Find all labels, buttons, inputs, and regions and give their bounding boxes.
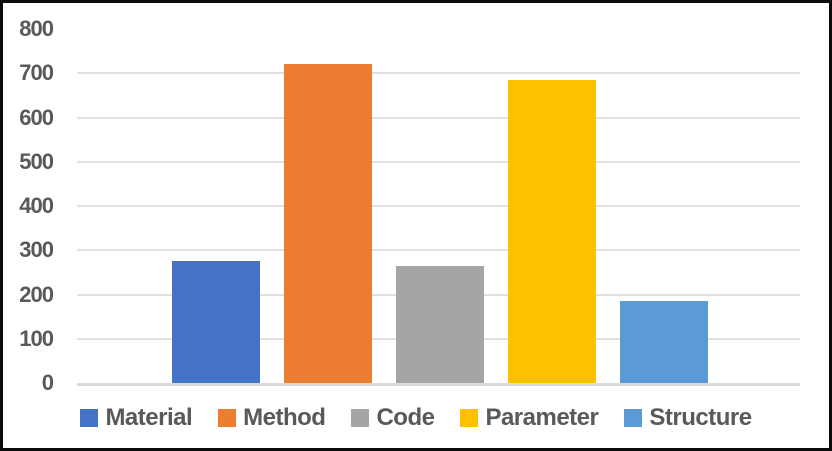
- legend-item-code: Code: [351, 404, 435, 432]
- gridline-400: [77, 205, 800, 207]
- y-tick-label-800: 800: [19, 16, 54, 41]
- plot-area: [77, 29, 800, 386]
- bar-structure: [620, 301, 708, 383]
- y-tick-label-100: 100: [19, 325, 54, 351]
- legend-label: Parameter: [485, 404, 599, 431]
- bar-parameter: [508, 79, 596, 383]
- legend-marker-method-icon: [218, 409, 237, 427]
- legend-label: Structure: [649, 404, 752, 431]
- legend-label: Code: [376, 404, 435, 431]
- legend-label: Method: [243, 404, 326, 431]
- bar-material: [172, 261, 260, 383]
- y-tick-label-0: 0: [41, 370, 54, 395]
- legend-marker-parameter-icon: [460, 409, 479, 427]
- legend-item-parameter: Parameter: [460, 404, 599, 432]
- legend-label: Material: [105, 404, 193, 431]
- gridline-700: [77, 72, 800, 75]
- y-tick-label-200: 200: [19, 281, 54, 307]
- bar-code: [396, 265, 484, 383]
- legend-marker-structure-icon: [624, 409, 643, 427]
- legend-item-method: Method: [218, 404, 326, 432]
- y-axis: 0 100 200 300 400 500 600 700 800: [3, 3, 54, 448]
- y-tick-label-300: 300: [19, 237, 54, 263]
- y-tick-label-600: 600: [19, 104, 54, 130]
- y-tick-label-500: 500: [19, 148, 54, 174]
- gridline-300: [77, 249, 800, 252]
- legend-marker-material-icon: [80, 409, 99, 427]
- y-tick-label-400: 400: [19, 193, 54, 218]
- gridline-600: [77, 116, 800, 119]
- legend-item-structure: Structure: [624, 404, 752, 432]
- legend: Material Method Code Parameter Structure: [3, 404, 829, 432]
- gridline-500: [77, 160, 800, 163]
- y-tick-label-700: 700: [19, 60, 54, 86]
- bar-method: [284, 64, 372, 383]
- legend-marker-code-icon: [351, 409, 370, 427]
- x-axis-line: [77, 383, 800, 386]
- legend-item-material: Material: [80, 404, 193, 432]
